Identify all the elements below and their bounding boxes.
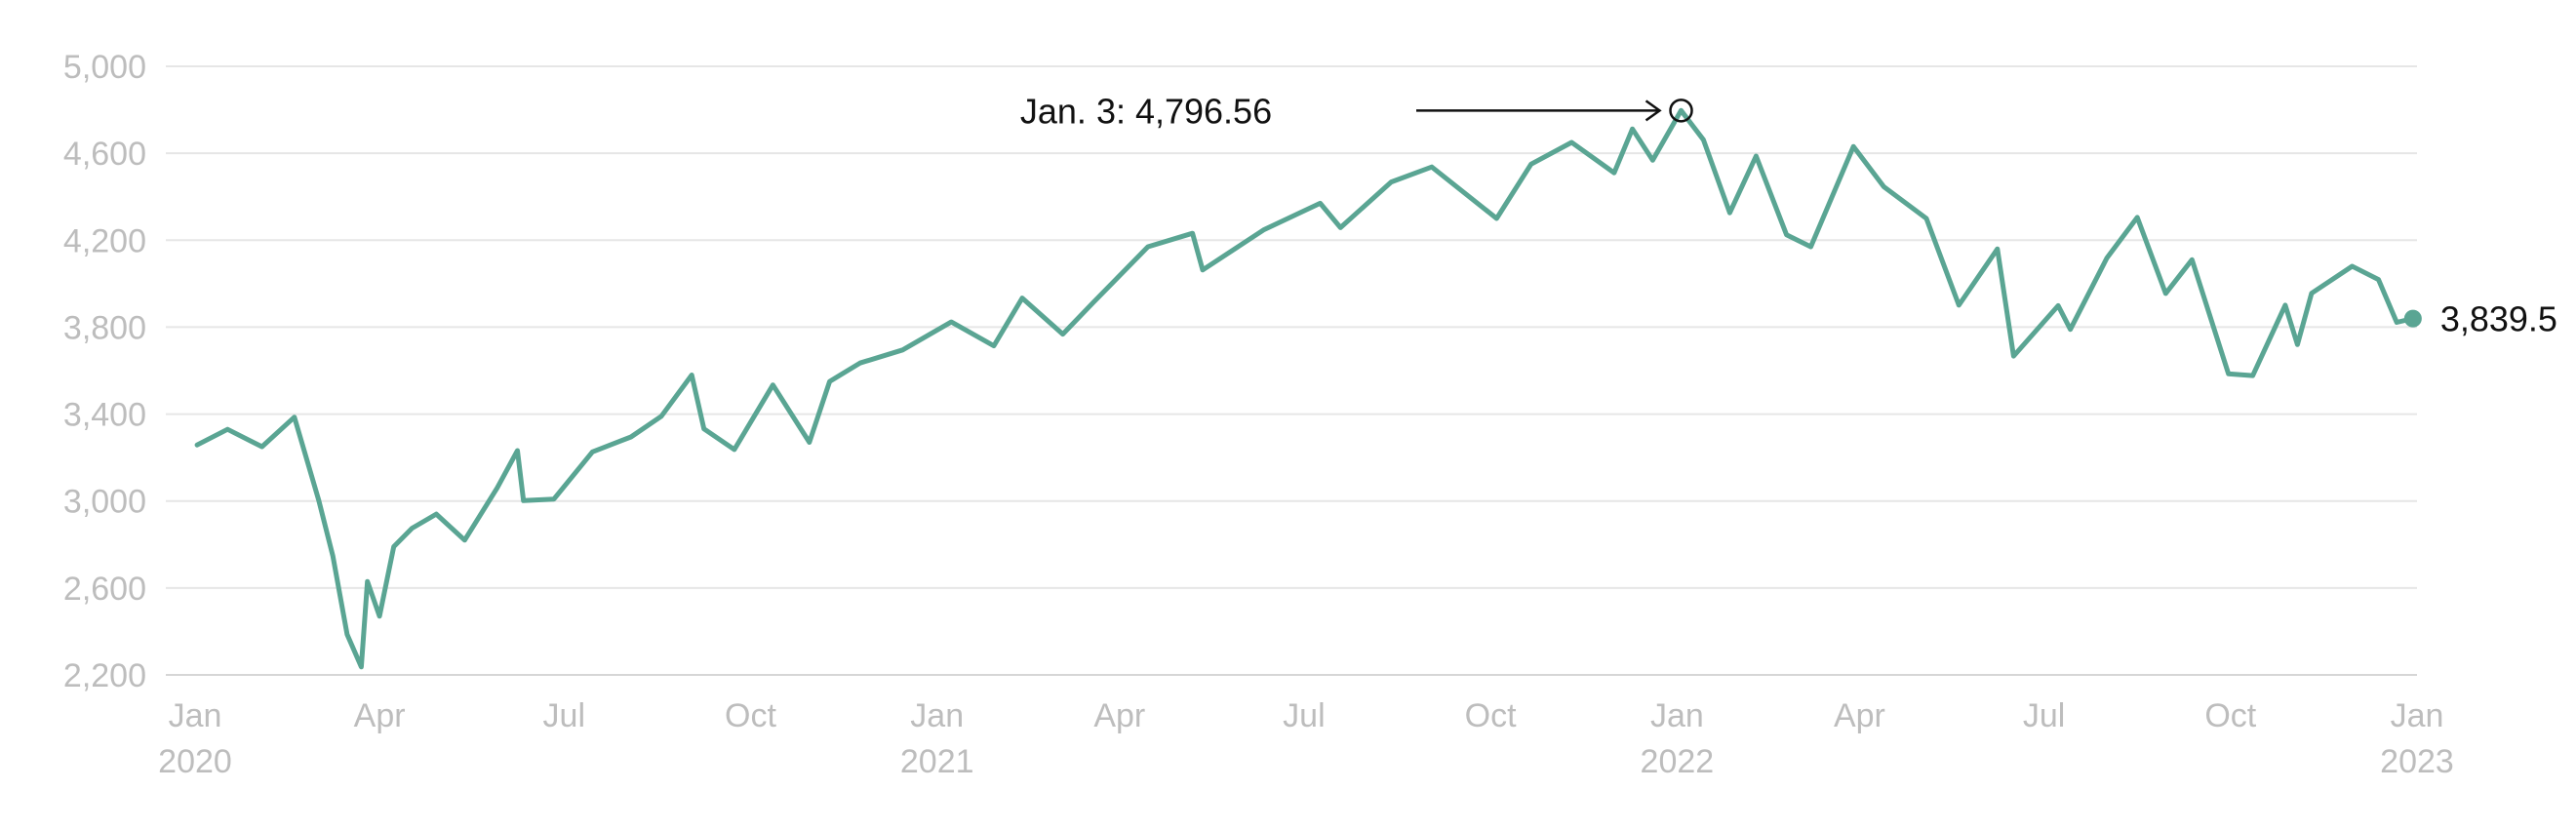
y-tick-label: 3,800	[63, 309, 146, 346]
peak-annotation-label: Jan. 3: 4,796.56	[1020, 91, 1272, 131]
x-tick-label: Jan	[910, 697, 964, 734]
x-tick-label: Apr	[354, 697, 406, 734]
peak-annotation: Jan. 3: 4,796.56	[1020, 91, 1693, 131]
x-tick-year-label: 2023	[2380, 743, 2454, 780]
y-tick-label: 2,200	[63, 657, 146, 694]
annotation-arrow-head	[1645, 99, 1662, 122]
y-tick-label: 3,000	[63, 484, 146, 521]
x-tick-label: Oct	[725, 697, 776, 734]
x-tick-label: Apr	[1834, 697, 1885, 734]
x-tick-label: Jul	[1283, 697, 1325, 734]
x-tick-label: Jan	[169, 697, 222, 734]
last-value-label: 3,839.5	[2440, 299, 2557, 339]
peak-marker-circle	[1669, 99, 1693, 123]
y-tick-label: 4,600	[63, 136, 146, 173]
x-tick-year-label: 2020	[158, 743, 232, 780]
gridlines	[166, 65, 2417, 676]
x-tick-label: Apr	[1093, 697, 1145, 734]
x-tick-year-label: 2021	[900, 743, 974, 780]
x-tick-label: Oct	[2204, 697, 2256, 734]
y-tick-label: 5,000	[63, 49, 146, 86]
x-tick-label: Jul	[543, 697, 585, 734]
x-axis-ticks: Jan 2020 Apr Jul Oct Jan 2021 Apr Jul Oct Jan 2022 A…	[158, 697, 2454, 780]
x-tick-label: Jan	[1650, 697, 1704, 734]
y-axis-ticks: 2,200 2,600 3,000 3,400 3,800 4,200 4,600 5,000	[63, 49, 146, 694]
y-tick-label: 4,200	[63, 222, 146, 259]
x-tick-label: Jul	[2023, 697, 2065, 734]
last-value-dot	[2403, 309, 2422, 328]
y-tick-label: 2,600	[63, 571, 146, 608]
series-line	[194, 107, 2416, 670]
x-tick-year-label: 2022	[1641, 743, 1715, 780]
y-tick-label: 3,400	[63, 397, 146, 434]
x-tick-label: Oct	[1465, 697, 1517, 734]
x-tick-label: Jan	[2391, 697, 2444, 734]
